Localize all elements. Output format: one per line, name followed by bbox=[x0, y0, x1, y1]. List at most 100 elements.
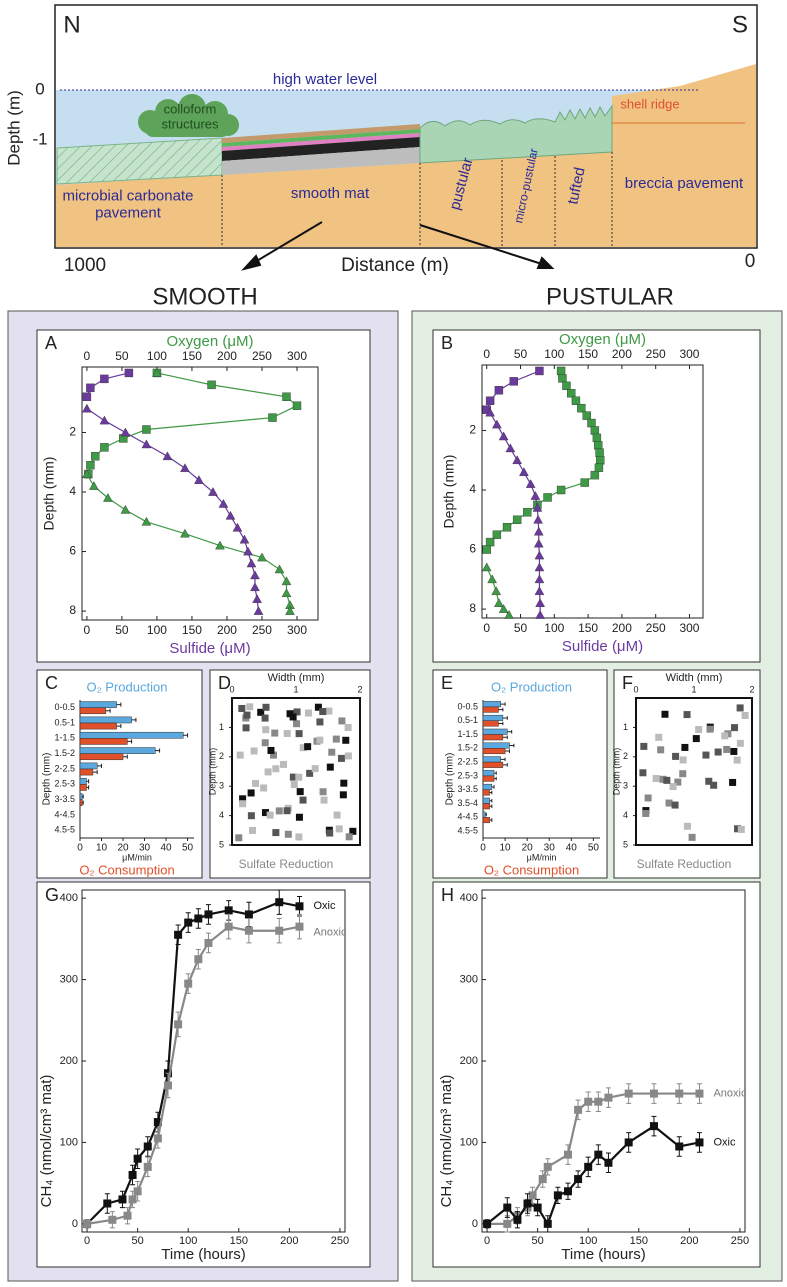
error-bar bbox=[489, 818, 493, 822]
x-tick-label: 150 bbox=[578, 621, 598, 635]
spot bbox=[252, 779, 260, 787]
y-tick-label: 1 bbox=[219, 722, 224, 732]
y-tick-label: 200 bbox=[460, 1055, 478, 1067]
error-bar bbox=[491, 785, 495, 789]
marker bbox=[118, 1195, 127, 1204]
x-tick-label: 50 bbox=[514, 621, 528, 635]
y-tick-label: 6 bbox=[69, 544, 76, 558]
error-bar bbox=[155, 748, 161, 753]
spot bbox=[319, 708, 327, 716]
panel-letter: E bbox=[441, 673, 453, 693]
marker bbox=[295, 922, 304, 931]
series-label: O₂ Production bbox=[87, 679, 168, 694]
marker bbox=[103, 1199, 112, 1208]
marker bbox=[128, 1171, 137, 1179]
marker bbox=[675, 1142, 684, 1151]
spot bbox=[692, 735, 700, 743]
marker bbox=[580, 478, 589, 487]
spot bbox=[290, 781, 298, 789]
x-tick-label: 100 bbox=[544, 621, 564, 635]
spot bbox=[238, 704, 246, 712]
marker bbox=[250, 582, 260, 592]
marker bbox=[492, 530, 502, 539]
spot bbox=[644, 794, 652, 802]
heading: SMOOTH bbox=[152, 283, 257, 310]
panel-box bbox=[36, 881, 371, 1268]
y-tick-label: 2 bbox=[469, 423, 476, 437]
y-tick-label: 4 bbox=[69, 484, 76, 498]
marker bbox=[512, 515, 522, 524]
bar bbox=[482, 714, 504, 721]
marker bbox=[543, 1219, 552, 1228]
spot bbox=[295, 813, 303, 821]
marker bbox=[543, 1162, 552, 1171]
x-tick-label: 250 bbox=[331, 1235, 349, 1247]
bar bbox=[79, 722, 117, 730]
error-bar bbox=[489, 804, 493, 809]
x-axis-title: Sulfide (μM) bbox=[169, 640, 250, 657]
panel-title: Sulfate Reduction bbox=[239, 857, 334, 871]
spot bbox=[269, 751, 277, 759]
marker bbox=[275, 898, 284, 907]
y-tick-label: 3-3.5 bbox=[54, 794, 75, 804]
marker bbox=[204, 938, 213, 947]
marker bbox=[153, 1134, 162, 1143]
x-tick-label: 50 bbox=[532, 1235, 544, 1247]
spot bbox=[316, 718, 324, 726]
x-tick-label: 0 bbox=[633, 684, 638, 694]
x-axis-title: Time (hours) bbox=[561, 1246, 645, 1263]
spot bbox=[293, 720, 301, 728]
marker bbox=[596, 456, 605, 465]
spot bbox=[289, 713, 297, 721]
spot bbox=[652, 775, 660, 783]
marker bbox=[163, 1081, 172, 1090]
marker bbox=[133, 1187, 142, 1196]
marker bbox=[556, 366, 566, 376]
spot bbox=[639, 769, 647, 777]
error-bar bbox=[498, 721, 504, 726]
error-bar bbox=[500, 702, 506, 706]
marker bbox=[485, 396, 495, 405]
y-tick-label: 1-1.5 bbox=[54, 733, 75, 743]
spot bbox=[280, 760, 288, 768]
y-tick-label: 0 bbox=[72, 1218, 78, 1230]
spot bbox=[242, 724, 250, 732]
y-tick-label: 8 bbox=[469, 601, 476, 615]
x-tick-label: 150 bbox=[182, 623, 202, 637]
marker bbox=[624, 1089, 633, 1098]
marker bbox=[481, 562, 492, 572]
series-label: O₂ Consumption bbox=[484, 862, 579, 877]
error-bar bbox=[494, 776, 497, 781]
marker bbox=[695, 1089, 704, 1098]
bar bbox=[482, 770, 495, 777]
y-tick-label: 2-2.5 bbox=[54, 763, 75, 773]
profile-line bbox=[86, 372, 130, 397]
x2-tick-label: 50 bbox=[115, 349, 129, 363]
error-bar bbox=[92, 770, 98, 775]
spot bbox=[293, 708, 301, 716]
marker bbox=[174, 930, 183, 939]
marker bbox=[86, 383, 95, 393]
marker bbox=[494, 386, 504, 395]
spot bbox=[261, 714, 269, 722]
y-tick-label: 4-4.5 bbox=[457, 812, 478, 822]
y-tick-label: 2 bbox=[69, 425, 76, 439]
marker bbox=[502, 523, 512, 532]
x-tick-label: 50 bbox=[588, 843, 600, 854]
marker bbox=[594, 1097, 603, 1106]
spot bbox=[261, 739, 269, 747]
spot bbox=[657, 746, 665, 754]
spot bbox=[655, 733, 663, 741]
marker bbox=[503, 1203, 512, 1212]
spot bbox=[262, 809, 270, 817]
marker bbox=[562, 381, 571, 391]
y-tick-label: 4-4.5 bbox=[54, 809, 75, 819]
marker bbox=[492, 419, 502, 429]
bar bbox=[79, 768, 94, 776]
image-frame bbox=[635, 697, 753, 846]
x-tick-label: 0 bbox=[229, 684, 234, 694]
zone-label: breccia pavement bbox=[625, 175, 744, 192]
marker bbox=[224, 922, 233, 931]
marker bbox=[208, 487, 218, 496]
marker bbox=[498, 431, 509, 441]
